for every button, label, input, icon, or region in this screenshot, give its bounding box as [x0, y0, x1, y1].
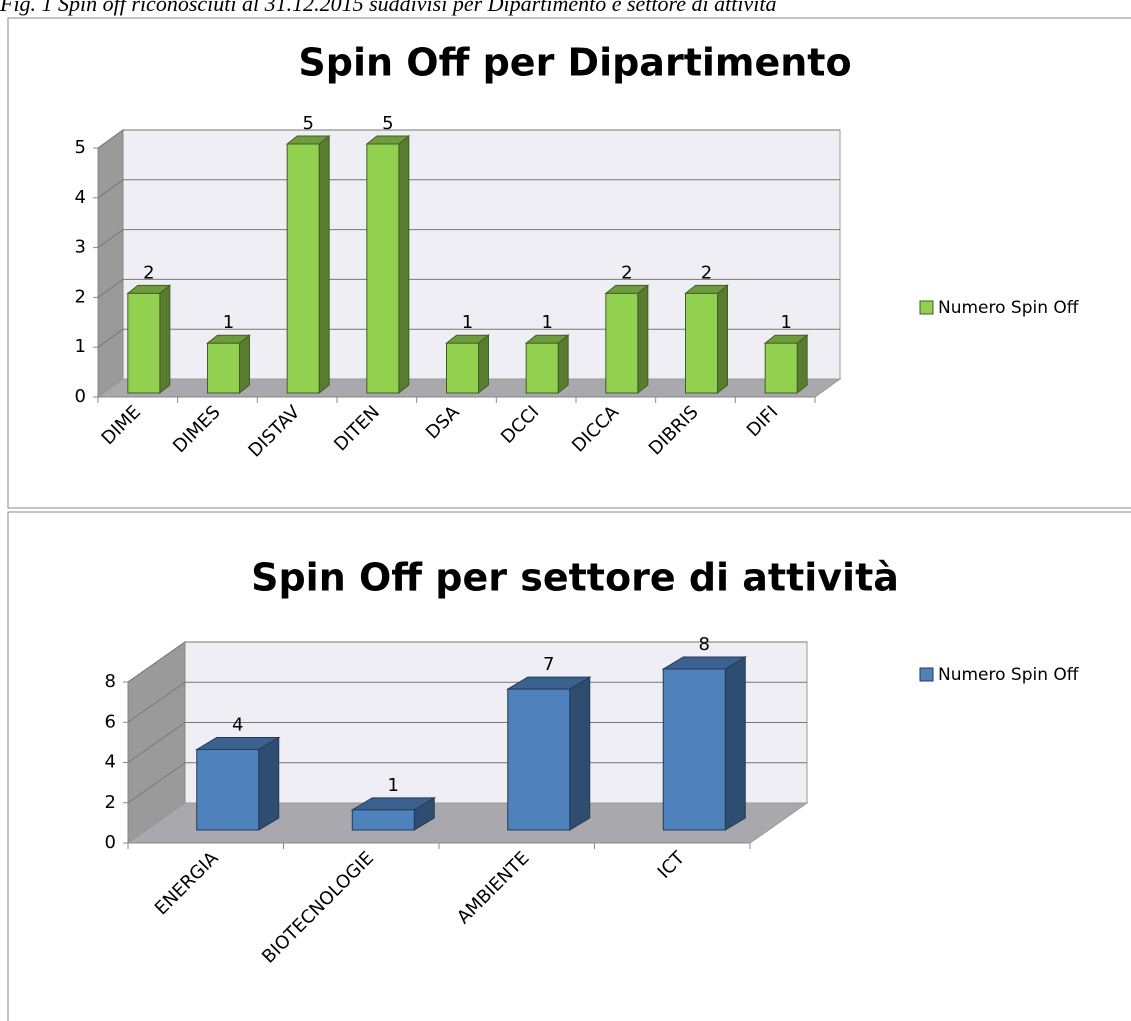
x-tick-label: DIMES	[169, 402, 225, 458]
bar	[286, 143, 320, 394]
bar	[685, 292, 718, 394]
bar	[446, 342, 479, 394]
bar	[127, 292, 161, 394]
bar	[605, 292, 639, 394]
value-label: 4	[232, 715, 243, 736]
y-tick-label: 4	[75, 187, 86, 208]
bar	[196, 749, 260, 831]
value-label: 1	[223, 312, 234, 333]
bar-side	[318, 134, 330, 395]
x-tick-label: DISTAV	[244, 401, 304, 461]
value-label: 1	[780, 312, 791, 333]
value-label: 2	[701, 262, 712, 283]
bar	[366, 143, 400, 394]
bar-side	[239, 334, 250, 395]
value-label: 1	[541, 312, 552, 333]
bar	[207, 342, 240, 394]
legend-label: Numero Spin Off	[938, 298, 1080, 318]
y-tick-label: 2	[75, 286, 86, 307]
x-tick-label: DICCA	[568, 401, 623, 456]
y-tick-label: 0	[105, 832, 116, 853]
legend-swatch	[919, 667, 934, 682]
value-label: 2	[621, 262, 632, 283]
caption: Fig. 1 Spin off riconosciuti al 31.12.20…	[0, 0, 776, 16]
legend-swatch	[919, 300, 934, 315]
x-tick-label: ICT	[654, 847, 690, 883]
x-tick-label: DITEN	[330, 402, 384, 456]
value-label: 1	[462, 312, 473, 333]
x-tick-label: ENERGIA	[151, 847, 223, 919]
chart-frame	[7, 511, 1131, 1021]
y-tick-label: 5	[75, 137, 86, 158]
x-tick-label: DSA	[422, 401, 464, 443]
value-label: 2	[143, 262, 154, 283]
x-tick-label: AMBIENTE	[453, 848, 533, 928]
x-tick-label: DIFI	[743, 402, 782, 441]
bar-side	[796, 334, 808, 395]
y-tick-label: 0	[75, 386, 86, 407]
grid-line-side	[97, 229, 124, 249]
y-tick-label: 3	[75, 237, 86, 258]
grid-line-side	[97, 328, 124, 348]
bar-side	[569, 676, 591, 831]
bar-side	[637, 284, 649, 395]
bar-side	[398, 134, 410, 395]
value-label: 5	[302, 113, 313, 134]
grid-line-side	[127, 681, 186, 723]
y-tick-label: 8	[105, 671, 116, 692]
x-tick-label: DIME	[98, 402, 145, 449]
bar-side	[159, 284, 171, 395]
value-label: 7	[543, 654, 554, 675]
grid-line-side	[97, 179, 124, 199]
grid-line-side	[127, 722, 186, 763]
x-tick-label: DIBRIS	[645, 402, 703, 460]
chart-frame	[7, 17, 1131, 509]
x-tick-label: DCCI	[497, 402, 543, 448]
y-tick-label: 1	[75, 336, 86, 357]
bar-side	[724, 656, 746, 831]
grid-line-side	[97, 278, 124, 298]
grid-line-side	[127, 641, 186, 683]
bar-side	[478, 334, 489, 395]
bar	[351, 809, 415, 831]
chart-title: Spin Off per Dipartimento	[298, 41, 851, 85]
grid-line-side	[127, 762, 186, 804]
bar	[525, 342, 559, 394]
side-wall	[97, 129, 124, 398]
bar	[507, 688, 571, 831]
bar	[662, 668, 726, 831]
chart-title: Spin Off per settore di attività	[251, 556, 899, 600]
bar-side	[557, 334, 569, 395]
bar-side	[717, 284, 728, 395]
y-tick-label: 4	[105, 752, 116, 773]
value-label: 5	[382, 113, 393, 134]
y-tick-label: 6	[105, 711, 116, 732]
grid-line-side	[97, 129, 124, 149]
y-tick-label: 2	[105, 792, 116, 813]
x-tick-label: BIOTECNOLOGIE	[258, 848, 378, 968]
bar	[764, 342, 798, 394]
value-label: 1	[388, 775, 399, 796]
legend-label: Numero Spin Off	[938, 665, 1080, 685]
value-label: 8	[699, 634, 710, 655]
bar-side	[258, 736, 280, 831]
